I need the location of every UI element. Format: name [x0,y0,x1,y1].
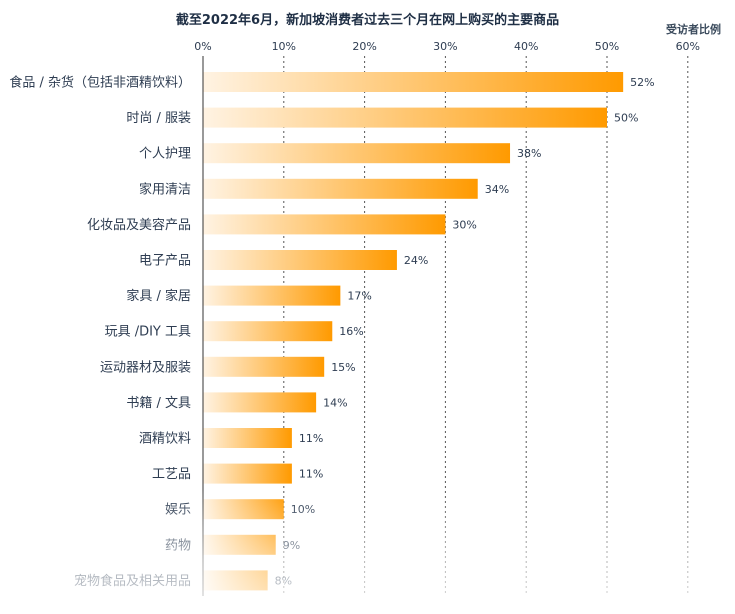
category-label: 玩具 /DIY 工具 [105,325,191,340]
value-label: 52% [630,76,654,89]
category-label: 家用清洁 [139,181,191,197]
bar [203,143,511,164]
x-tick-label: 10% [272,40,296,53]
value-label: 16% [339,325,363,338]
category-label: 家具 / 家居 [126,288,191,304]
category-label: 食品 / 杂货（包括非酒精饮料） [9,75,191,91]
chart-title: 截至2022年6月，新加坡消费者过去三个月在网上购买的主要商品 [175,13,560,28]
bar [203,214,446,235]
value-label: 30% [452,218,476,231]
value-label: 24% [404,254,428,267]
bars [203,72,624,591]
category-label: 宠物食品及相关用品 [74,573,191,589]
value-label: 10% [291,503,315,516]
bar [203,534,276,555]
category-label: 个人护理 [139,147,191,162]
value-label: 14% [323,396,347,409]
x-tick-label: 60% [676,40,700,53]
bar [203,321,333,342]
value-label: 11% [299,432,323,445]
x-tick-label: 50% [595,40,619,53]
bar [203,463,292,484]
bar [203,570,268,591]
category-label: 酒精饮料 [139,432,191,447]
x-tick-label: 20% [352,40,376,53]
x-axis-ticks: 0% 10% 20% 30% 40% 50% 60% [194,40,700,53]
value-label: 9% [283,539,300,552]
category-label: 工艺品 [152,467,191,482]
category-label: 电子产品 [139,254,191,269]
category-label: 运动器材及服装 [100,360,191,375]
x-tick-label: 0% [194,40,211,53]
value-label: 17% [347,290,371,303]
category-label: 时尚 / 服装 [126,111,191,126]
x-tick-label: 30% [433,40,457,53]
value-label: 8% [275,574,292,587]
bar [203,499,284,520]
value-label: 11% [299,468,323,481]
category-label: 娱乐 [165,503,191,518]
value-label: 15% [331,361,355,374]
value-label: 50% [614,112,638,125]
axis-unit-label: 受访者比例 [666,23,721,36]
value-label: 34% [485,183,509,196]
category-labels: 食品 / 杂货（包括非酒精饮料） 时尚 / 服装个人护理家用清洁化妆品及美容产品电… [9,75,191,589]
x-tick-label: 40% [514,40,538,53]
bar [203,392,317,413]
bar [203,250,397,270]
bar [203,107,607,128]
value-label: 38% [517,147,541,160]
category-label: 书籍 / 文具 [126,395,191,411]
category-label: 药物 [165,538,191,553]
bar [203,285,341,306]
category-label: 化妆品及美容产品 [87,217,191,233]
bar [203,178,478,199]
bar [203,356,325,377]
bar [203,428,292,448]
bar [203,72,624,92]
